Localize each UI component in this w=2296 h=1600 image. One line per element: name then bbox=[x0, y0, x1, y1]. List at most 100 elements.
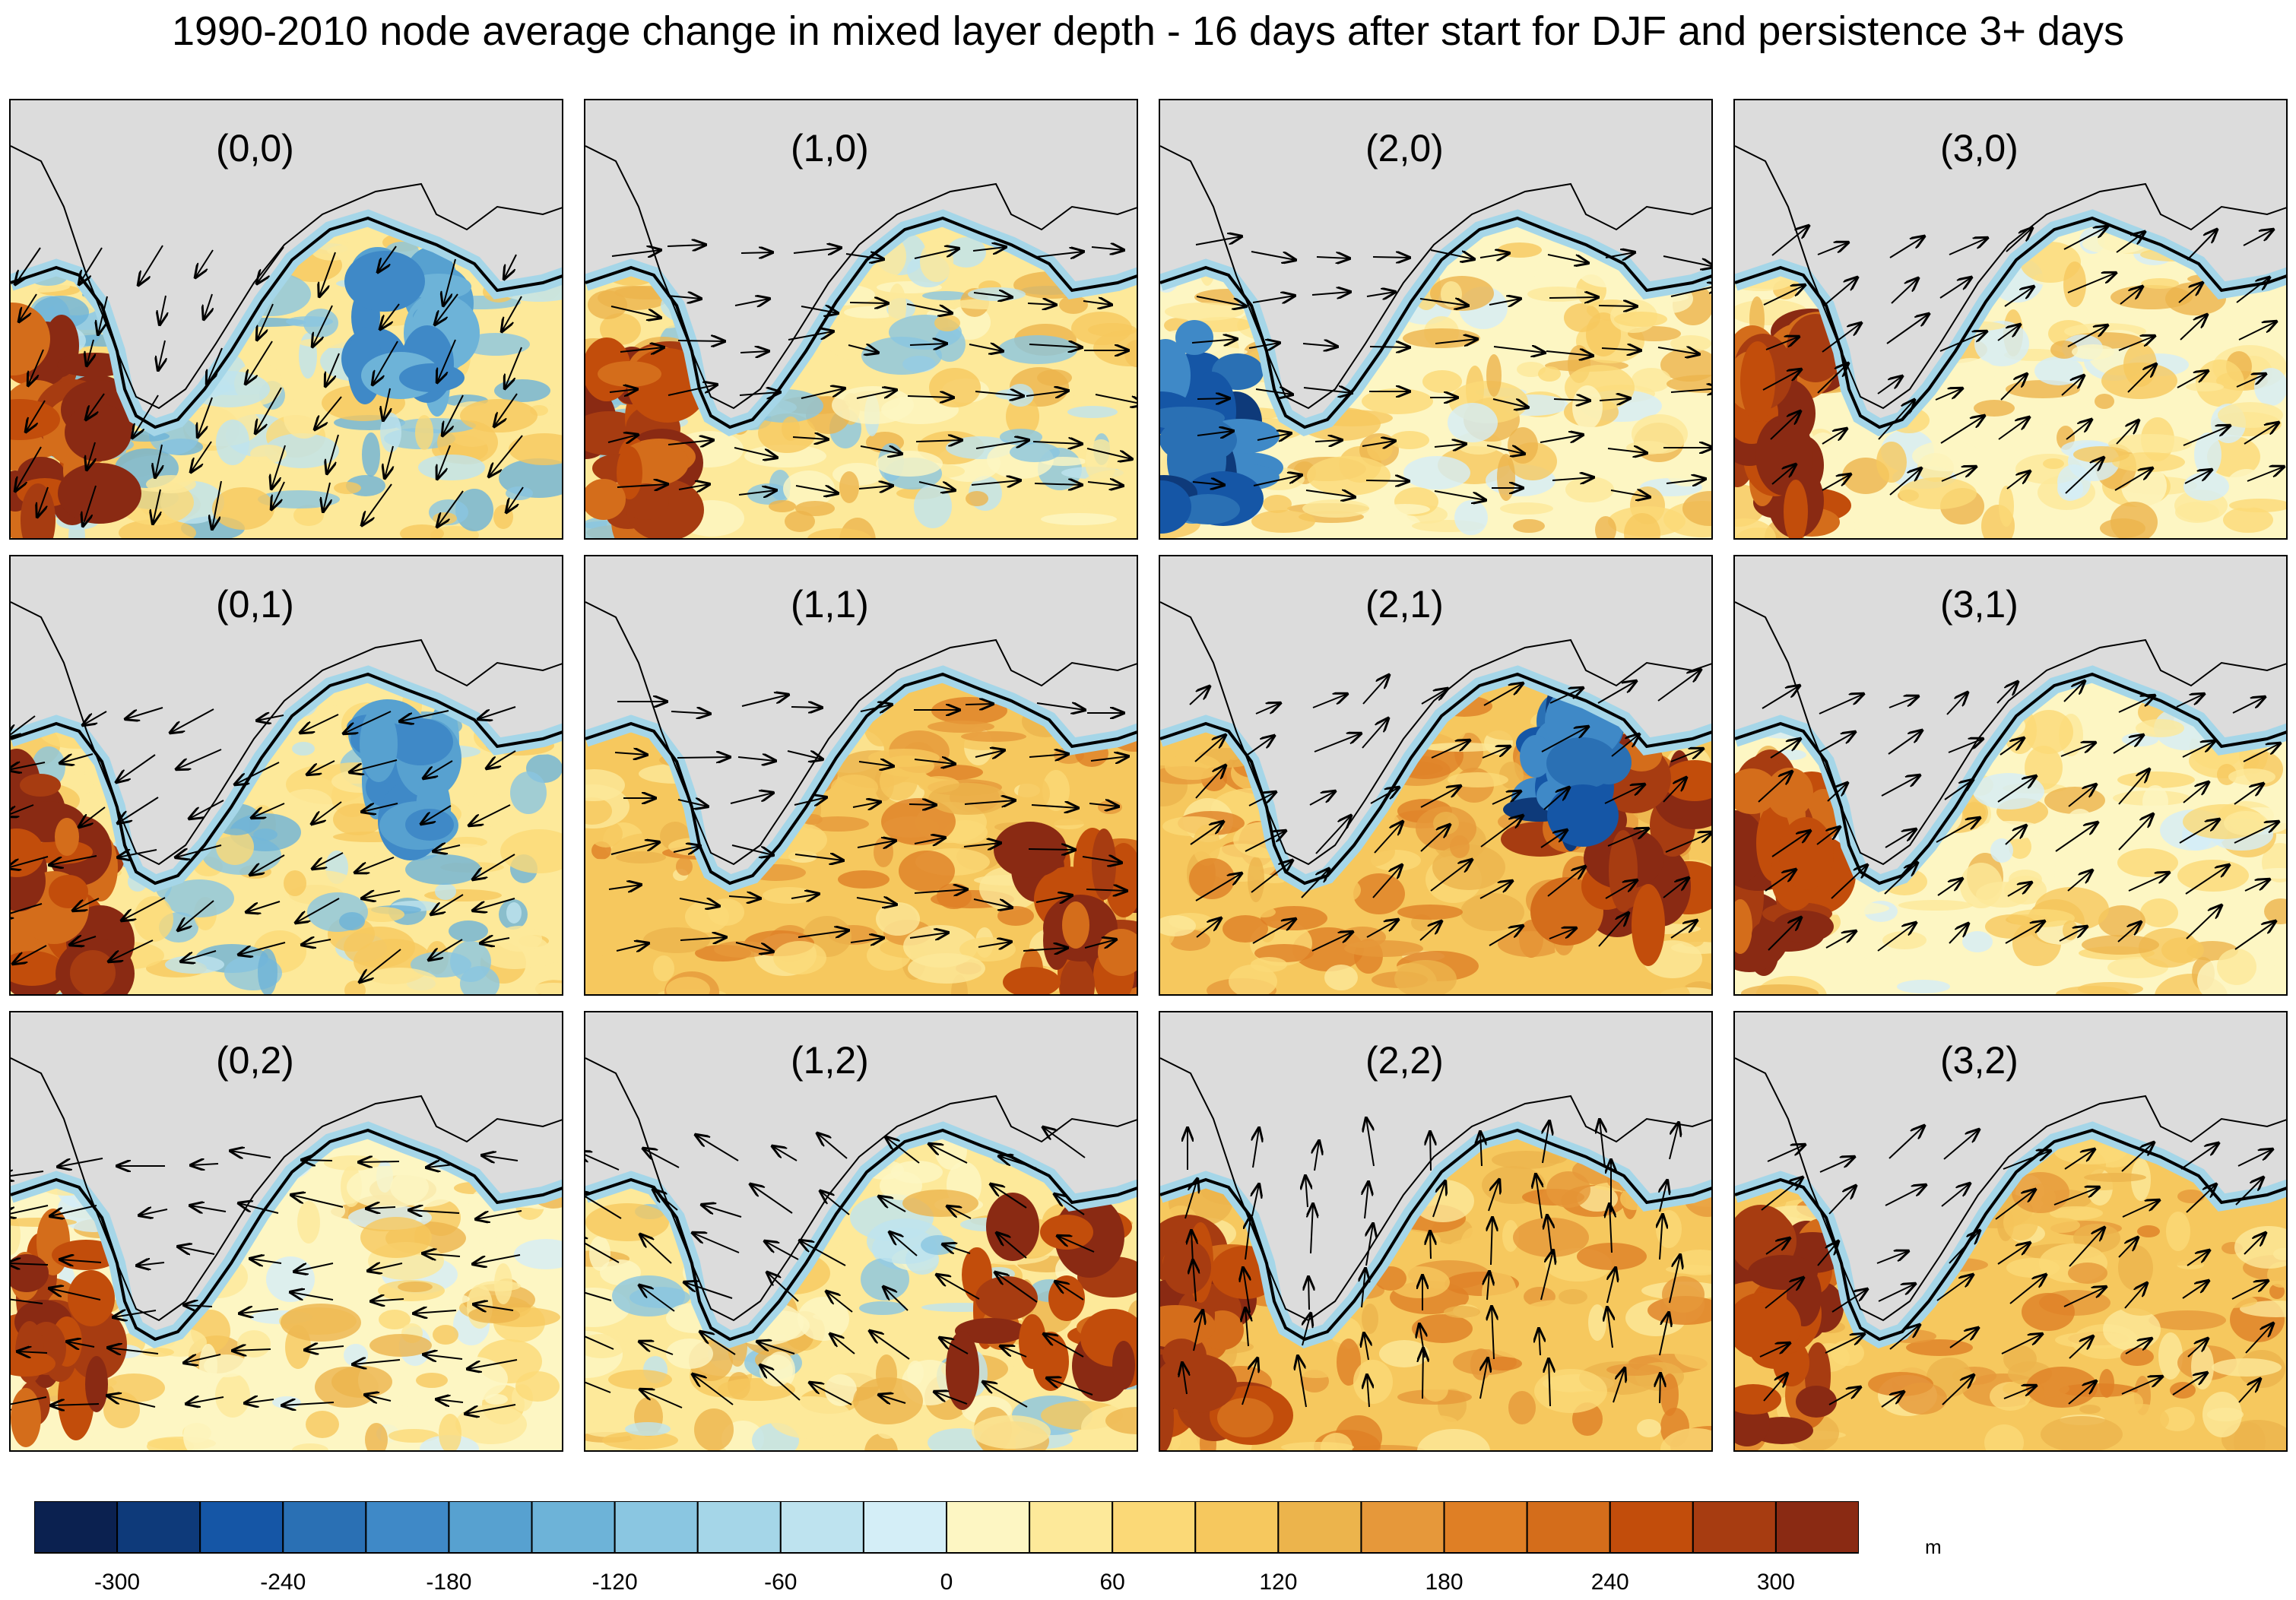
wind-vector bbox=[1822, 429, 1847, 445]
field-blob bbox=[1430, 276, 1494, 311]
field-blob bbox=[1508, 1391, 1536, 1424]
wind-vector bbox=[1195, 236, 1242, 246]
wind-vector bbox=[365, 1395, 392, 1401]
wind-vector bbox=[2069, 1336, 2093, 1359]
wind-vector bbox=[186, 1397, 224, 1404]
field-blob bbox=[899, 851, 955, 892]
field-blob bbox=[1417, 1429, 1490, 1450]
wind-vector bbox=[2067, 273, 2116, 293]
wind-vector bbox=[435, 293, 458, 325]
wind-vector bbox=[474, 1304, 514, 1310]
ice-edge-contour bbox=[1160, 601, 1711, 866]
wind-vector bbox=[617, 484, 668, 487]
wind-vector bbox=[1889, 468, 1921, 496]
wind-vector bbox=[2118, 336, 2155, 351]
field-blob bbox=[2050, 1206, 2103, 1220]
wind-vector bbox=[914, 249, 959, 259]
wind-vector bbox=[983, 1382, 1028, 1408]
colorbar-swatch bbox=[946, 1501, 1031, 1554]
wind-vector bbox=[1660, 1180, 1667, 1212]
wind-vector bbox=[1946, 692, 1968, 715]
field-blob bbox=[2137, 1225, 2160, 1237]
field-blob bbox=[831, 775, 878, 800]
field-blob bbox=[1010, 442, 1060, 462]
field-blob bbox=[1422, 1377, 1448, 1402]
field-blob bbox=[1674, 1334, 1711, 1369]
wind-vector bbox=[1611, 734, 1639, 757]
wind-vector bbox=[502, 296, 522, 331]
anomaly-blob bbox=[55, 818, 79, 856]
field-blob bbox=[493, 505, 513, 529]
field-blob bbox=[653, 955, 674, 981]
wind-vector bbox=[118, 850, 157, 857]
field-blob bbox=[891, 1161, 943, 1183]
field-blob bbox=[2170, 1382, 2196, 1399]
wind-vector bbox=[2183, 782, 2209, 803]
field-blob bbox=[33, 296, 89, 329]
field-blob bbox=[1223, 915, 1268, 943]
wind-vector bbox=[302, 939, 331, 945]
field-blob bbox=[2082, 935, 2159, 955]
wind-vector bbox=[801, 306, 838, 313]
field-blob bbox=[500, 829, 562, 873]
wind-vector bbox=[1761, 1177, 1803, 1211]
field-blob bbox=[216, 829, 254, 865]
wind-vector bbox=[1936, 1275, 1973, 1301]
wind-vector bbox=[252, 803, 285, 818]
wind-vector bbox=[940, 1338, 969, 1354]
field-blob bbox=[388, 1429, 439, 1443]
wind-vector bbox=[1422, 1348, 1423, 1399]
wind-vector bbox=[1194, 735, 1226, 762]
wind-vector bbox=[1055, 1282, 1084, 1301]
field-blob bbox=[1470, 1348, 1492, 1380]
mld-map bbox=[585, 100, 1137, 538]
field-blob bbox=[1016, 812, 1100, 825]
field-blob bbox=[1984, 1424, 2024, 1450]
wind-vector bbox=[1196, 918, 1221, 938]
field-blob bbox=[1527, 287, 1588, 302]
wind-vector bbox=[856, 390, 896, 399]
wind-vector bbox=[1765, 1238, 1790, 1255]
field-blob bbox=[2079, 1405, 2101, 1414]
wind-vector bbox=[791, 707, 822, 708]
field-blob bbox=[876, 902, 920, 936]
wind-vector bbox=[239, 942, 286, 955]
wind-vector bbox=[963, 843, 1001, 847]
wind-vector bbox=[1878, 400, 1914, 440]
field-blob bbox=[1682, 491, 1711, 526]
wind-vector bbox=[1182, 1363, 1187, 1395]
wind-vector bbox=[1552, 477, 1594, 480]
wind-vector bbox=[639, 1342, 674, 1355]
field-blob bbox=[714, 941, 770, 958]
anomaly-blob bbox=[1060, 958, 1095, 994]
wind-vector bbox=[2187, 230, 2217, 261]
wind-vector bbox=[1054, 1194, 1085, 1215]
wind-vector bbox=[702, 1205, 742, 1218]
anomaly-blob bbox=[405, 809, 454, 841]
field-blob bbox=[2063, 920, 2078, 940]
wind-vector bbox=[50, 1205, 97, 1216]
wind-vector bbox=[300, 714, 339, 733]
field-blob bbox=[1876, 442, 1907, 483]
wind-vector bbox=[830, 1334, 855, 1354]
mld-map bbox=[11, 100, 562, 538]
wind-vector bbox=[1825, 931, 1856, 949]
wind-vector bbox=[1191, 1231, 1193, 1263]
wind-vector bbox=[2177, 371, 2208, 388]
field-blob bbox=[2043, 458, 2064, 469]
wind-vector bbox=[1043, 1127, 1086, 1158]
mld-map bbox=[1160, 556, 1711, 994]
wind-vector bbox=[1877, 376, 1902, 394]
field-blob bbox=[292, 1443, 328, 1450]
wind-vector bbox=[487, 750, 516, 768]
ice-edge-contour bbox=[585, 145, 1137, 410]
field-blob bbox=[515, 1371, 560, 1402]
wind-vector bbox=[795, 486, 838, 493]
wind-vector bbox=[684, 1282, 733, 1299]
wind-vector bbox=[362, 803, 398, 812]
field-blob bbox=[763, 887, 816, 904]
colorbar-tick-label: -60 bbox=[764, 1570, 798, 1595]
field-blob bbox=[937, 883, 972, 909]
wind-vector bbox=[1878, 1284, 1915, 1302]
wind-vector bbox=[437, 339, 456, 382]
